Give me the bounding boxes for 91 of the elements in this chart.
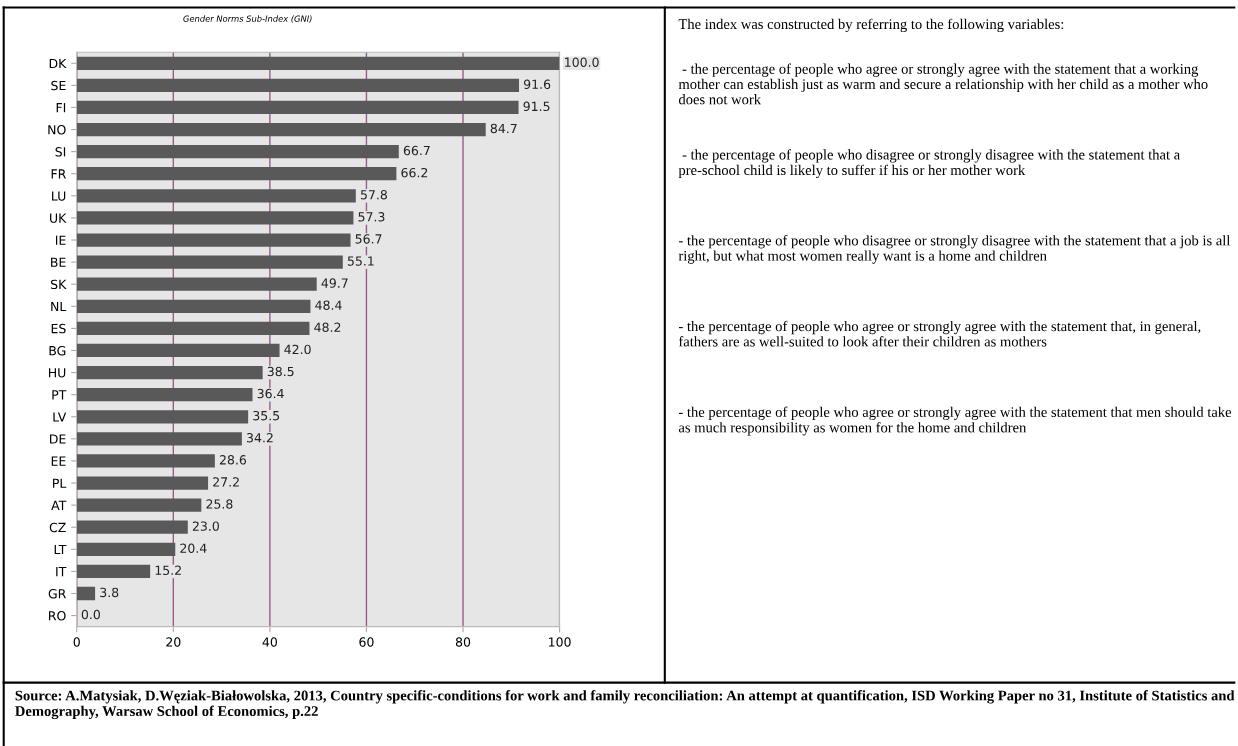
data-label: 0.0 — [81, 609, 100, 620]
bar — [76, 56, 560, 70]
y-tick-label: PT — [52, 390, 67, 400]
bar — [76, 454, 215, 468]
bar — [76, 343, 280, 358]
bar — [76, 388, 253, 402]
data-label: 15.2 — [155, 565, 181, 576]
data-label: 56.7 — [355, 234, 382, 244]
bar — [76, 520, 188, 534]
y-tick-label: IE — [55, 235, 66, 245]
chart-title: Gender Norms Sub-Index (GNI) — [183, 15, 312, 23]
y-tick-label: SI — [55, 147, 66, 157]
bar — [76, 189, 356, 203]
y-tick-label: BE — [51, 257, 66, 267]
bar — [76, 498, 202, 512]
y-tick-label: CZ — [49, 522, 66, 533]
y-tick-label: LT — [54, 544, 67, 555]
data-label: 48.4 — [315, 300, 342, 310]
bar — [76, 100, 519, 115]
y-tick-label: LU — [52, 191, 66, 201]
y-tick-label: SE — [51, 80, 66, 91]
bar — [76, 410, 249, 424]
y-tick-label: HU — [49, 368, 66, 378]
x-tick-label: 60 — [359, 637, 374, 647]
data-label: 91.6 — [523, 79, 551, 89]
bar — [76, 321, 310, 336]
bar — [76, 145, 399, 159]
y-tick-label: AT — [51, 500, 67, 510]
bar — [76, 122, 486, 137]
x-tick-label: 40 — [262, 637, 278, 647]
y-tick-label: NL — [51, 301, 67, 312]
bar — [76, 476, 209, 490]
data-label: 66.2 — [401, 167, 428, 178]
y-tick-label: SK — [51, 279, 67, 290]
data-label: 57.3 — [358, 212, 385, 222]
bar — [76, 365, 263, 380]
y-tick-label: UK — [50, 213, 67, 223]
bar — [76, 233, 351, 247]
source-note: Source: A.Matysiak, D.Węziak-Białowolska, 2013, Country specific-conditions for work and family reconciliation: An attempt at quantification, ISD Working Paper no 31, Institute of Statistics and Demography, Warsaw School of Economics, p.22 — [15, 690, 1235, 720]
bar — [76, 586, 96, 601]
bar — [76, 564, 151, 579]
y-tick-label: BG — [49, 345, 66, 356]
data-label: 84.7 — [490, 123, 517, 134]
text: - the percentage of people who disagree or strongly disagree with the statement that a pre-school child is likely to suffer if his or her mother work — [678, 149, 1180, 179]
y-tick-label: NO — [48, 125, 66, 135]
data-label: 42.0 — [284, 344, 311, 355]
y-tick-label: ES — [51, 323, 66, 334]
y-tick-label: IT — [56, 567, 67, 577]
data-label: 35.5 — [253, 410, 280, 421]
x-tick-label: 80 — [455, 637, 471, 647]
x-tick-label: 0 — [73, 637, 80, 647]
text: - the percentage of people who agree or strongly agree with the statement that a working mother can establish just as warm and secure a relationship with her child as a mother who does not work — [678, 63, 1208, 105]
text: - the percentage of people who agree or strongly agree with the statement that, in general, fathers are as well-suited to look after their children as mothers — [678, 320, 1201, 347]
y-tick-label: GR — [48, 588, 66, 599]
y-tick-label: FI — [56, 103, 66, 113]
data-label: 100.0 — [565, 57, 599, 67]
x-tick-label: 20 — [166, 637, 181, 647]
data-label: 25.8 — [206, 499, 233, 509]
y-tick-label: PL — [53, 478, 67, 488]
data-label: 48.2 — [314, 322, 341, 333]
bar — [76, 277, 317, 291]
y-tick-label: RO — [49, 611, 66, 621]
data-label: 3.8 — [100, 587, 119, 598]
x-tick-label: 100 — [549, 637, 571, 647]
bar — [76, 542, 176, 556]
bar — [76, 255, 343, 269]
data-label: 55.1 — [347, 256, 374, 266]
data-label: 57.8 — [360, 190, 387, 200]
text: - the percentage of people who disagree or strongly disagree with the statement that a job is all right, but what most women really want is a home and children — [678, 234, 1231, 264]
bar — [76, 211, 354, 225]
bar — [76, 299, 311, 313]
data-label: 66.7 — [403, 145, 430, 156]
bar — [76, 432, 242, 446]
text: - the percentage of people who agree or strongly agree with the statement that men should take as much responsibility as women for the home and children — [678, 406, 1232, 436]
y-tick-label: DK — [49, 58, 67, 69]
data-label: 36.4 — [257, 388, 284, 399]
data-label: 49.7 — [321, 278, 348, 288]
data-label: 34.2 — [247, 433, 273, 443]
bar — [76, 78, 520, 92]
bar — [76, 167, 397, 181]
y-tick-label: LV — [53, 412, 67, 422]
data-label: 20.4 — [180, 543, 207, 553]
data-label: 28.6 — [219, 455, 247, 465]
data-label: 27.2 — [213, 477, 239, 487]
y-tick-label: EE — [51, 456, 66, 466]
data-label: 23.0 — [192, 521, 219, 531]
y-tick-label: DE — [50, 434, 66, 444]
text: The index was constructed by referring to the following variables: — [678, 18, 1064, 33]
y-tick-label: FR — [51, 169, 66, 179]
data-label: 91.5 — [523, 101, 550, 112]
data-label: 38.5 — [267, 366, 294, 377]
